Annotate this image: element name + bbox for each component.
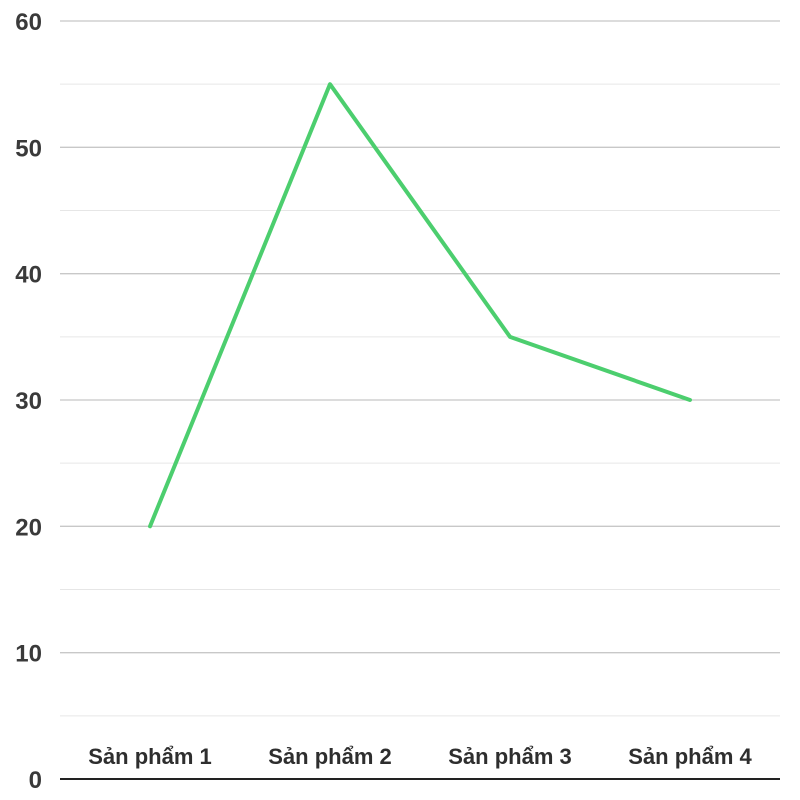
x-tick-label: Sản phẩm 4 — [628, 744, 752, 769]
grid-lines — [60, 20, 780, 717]
x-tick-label: Sản phẩm 3 — [448, 744, 571, 769]
y-tick-label: 0 — [29, 767, 42, 794]
x-tick-label: Sản phẩm 2 — [268, 744, 391, 769]
y-tick-label: 10 — [15, 641, 42, 668]
x-tick-label: Sản phẩm 1 — [88, 744, 211, 769]
series-layer — [148, 82, 692, 529]
y-tick-label: 60 — [15, 9, 42, 36]
y-tick-label: 20 — [15, 514, 42, 541]
y-tick-label: 30 — [15, 388, 42, 415]
y-axis-ticks: 0 10 20 30 40 50 60 — [15, 9, 42, 794]
y-tick-label: 50 — [15, 135, 42, 162]
y-tick-label: 40 — [15, 262, 42, 289]
x-axis-ticks: Sản phẩm 1 Sản phẩm 2 Sản phẩm 3 Sản phẩm 4 — [88, 744, 752, 769]
series-line — [148, 82, 692, 529]
